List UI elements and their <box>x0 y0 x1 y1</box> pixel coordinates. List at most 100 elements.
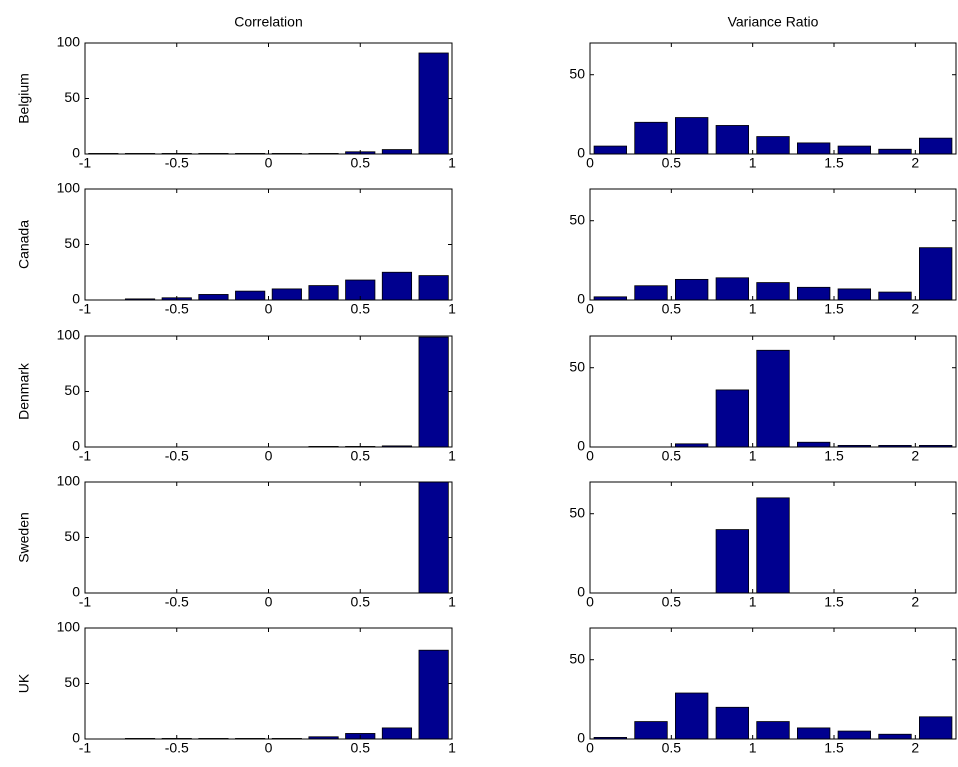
axes-box <box>589 627 957 740</box>
y-tick-label: 100 <box>57 180 81 196</box>
x-tick-label: 2 <box>911 155 919 171</box>
bar <box>235 290 266 301</box>
bar <box>756 282 790 301</box>
bar <box>593 145 627 155</box>
axes-box <box>84 481 453 594</box>
y-axis-label: Belgium <box>16 73 32 124</box>
bar <box>878 291 912 301</box>
x-tick-label: 0 <box>265 448 273 464</box>
x-tick-label: -1 <box>79 448 92 464</box>
bar <box>756 136 790 155</box>
x-tick-label: 0 <box>265 301 273 317</box>
x-tick-label: -1 <box>79 594 92 610</box>
y-axis-label: Canada <box>16 220 32 269</box>
x-tick-label: 1.5 <box>824 594 844 610</box>
y-axis-label: Sweden <box>16 512 32 563</box>
x-tick-label: 0.5 <box>351 448 371 464</box>
x-tick-label: 0 <box>586 740 594 756</box>
x-tick-label: 0 <box>265 740 273 756</box>
bar <box>418 275 449 301</box>
y-tick-label: 50 <box>64 528 80 544</box>
bar <box>715 125 749 155</box>
x-tick-label: 1 <box>749 448 757 464</box>
bar <box>381 271 413 301</box>
bar <box>756 497 790 594</box>
bar <box>797 727 831 740</box>
x-tick-label: 0.5 <box>662 448 682 464</box>
bar <box>675 278 709 301</box>
x-tick-label: -1 <box>79 301 92 317</box>
bar <box>418 481 449 594</box>
x-tick-label: 0.5 <box>662 740 682 756</box>
bar <box>715 389 749 448</box>
axes-box <box>84 42 453 155</box>
y-tick-label: 0 <box>72 730 80 746</box>
axes-box <box>589 335 957 448</box>
y-tick-label: 50 <box>569 65 585 81</box>
x-tick-label: 1 <box>448 740 456 756</box>
bar <box>381 727 413 740</box>
chart-title: Variance Ratio <box>728 14 819 30</box>
x-tick-label: 1 <box>448 155 456 171</box>
y-axis-label: Denmark <box>16 362 32 420</box>
x-tick-label: -0.5 <box>165 594 189 610</box>
bar <box>919 716 953 740</box>
x-tick-label: -0.5 <box>165 448 189 464</box>
y-axis-label: UK <box>16 673 32 693</box>
bar <box>715 706 749 740</box>
y-tick-label: 50 <box>64 89 80 105</box>
y-tick-label: 0 <box>577 438 585 454</box>
y-tick-label: 0 <box>577 730 585 746</box>
bar <box>418 52 449 155</box>
y-tick-label: 0 <box>72 291 80 307</box>
y-tick-label: 100 <box>57 34 81 50</box>
y-tick-label: 50 <box>569 358 585 374</box>
x-tick-label: 1 <box>749 740 757 756</box>
x-tick-label: 0.5 <box>662 301 682 317</box>
bar <box>675 692 709 740</box>
x-tick-label: 1.5 <box>824 740 844 756</box>
bar <box>418 649 449 740</box>
x-tick-label: 0 <box>586 448 594 464</box>
axes-box <box>589 42 957 155</box>
y-tick-label: 0 <box>577 145 585 161</box>
bar <box>634 721 668 740</box>
x-tick-label: 2 <box>911 448 919 464</box>
x-tick-label: -1 <box>79 740 92 756</box>
x-tick-label: 0.5 <box>351 301 371 317</box>
bar <box>837 288 871 301</box>
y-tick-label: 0 <box>577 584 585 600</box>
y-tick-label: 50 <box>569 211 585 227</box>
y-tick-label: 50 <box>569 504 585 520</box>
y-tick-label: 50 <box>64 382 80 398</box>
axes-box <box>589 481 957 594</box>
y-tick-label: 0 <box>72 438 80 454</box>
bar <box>308 285 339 301</box>
chart-title: Correlation <box>234 14 302 30</box>
axes-box <box>84 335 453 448</box>
bar <box>418 336 449 448</box>
y-tick-label: 100 <box>57 619 81 635</box>
x-tick-label: 0 <box>586 301 594 317</box>
bar <box>797 286 831 301</box>
x-tick-label: 1 <box>448 448 456 464</box>
x-tick-label: 1 <box>749 594 757 610</box>
bar <box>878 148 912 155</box>
bar <box>797 142 831 155</box>
x-tick-label: 0 <box>586 594 594 610</box>
y-tick-label: 100 <box>57 473 81 489</box>
x-tick-label: -1 <box>79 155 92 171</box>
bar <box>919 137 953 155</box>
y-tick-label: 50 <box>569 650 585 666</box>
x-tick-label: -0.5 <box>165 740 189 756</box>
y-tick-label: 0 <box>577 291 585 307</box>
bar <box>675 117 709 155</box>
bar <box>634 285 668 301</box>
bar <box>271 288 302 301</box>
x-tick-label: 1 <box>749 301 757 317</box>
bar <box>797 441 831 448</box>
bar <box>878 733 912 740</box>
bar <box>634 121 668 155</box>
y-tick-label: 100 <box>57 327 81 343</box>
